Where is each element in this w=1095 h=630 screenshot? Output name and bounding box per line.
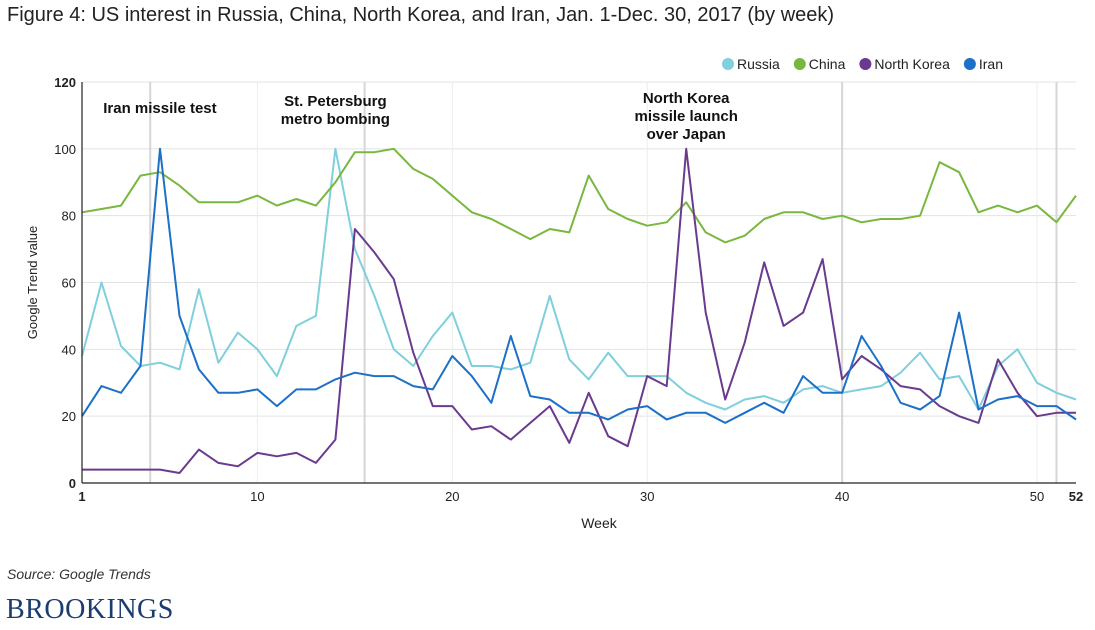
y-tick-label: 60 (62, 276, 76, 291)
x-tick-label: 50 (1030, 489, 1044, 504)
legend-item-russia[interactable]: Russia (722, 56, 780, 72)
y-tick-label: 20 (62, 409, 76, 424)
y-axis-title: Google Trend value (25, 226, 40, 339)
axes: 0 20 40 60 80 100 120 1 10 20 30 40 50 52 Week Google T… (25, 75, 1083, 531)
event-markers (149, 82, 1058, 483)
y-tick-label: 80 (62, 209, 76, 224)
legend-swatch (859, 58, 872, 70)
legend-label: China (809, 56, 846, 72)
chart-title: Figure 4: US interest in Russia, China, … (7, 4, 835, 26)
y-tick-label: 100 (54, 142, 76, 157)
brookings-logo: BROOKINGS (6, 594, 174, 625)
y-tick-label: 120 (54, 75, 76, 90)
legend-label: North Korea (874, 56, 950, 72)
annotations: Iran missile test St. Petersburg metro bom… (103, 90, 738, 143)
x-tick-label: 52 (1069, 489, 1083, 504)
legend[interactable]: Russia China North Korea Iran (722, 56, 1003, 72)
legend-item-iran[interactable]: Iran (963, 56, 1003, 72)
gridlines (82, 81, 1076, 483)
series-line-iran (81, 147, 1077, 424)
x-tick-label: 10 (250, 489, 264, 504)
legend-item-north-korea[interactable]: North Korea (859, 56, 950, 72)
x-tick-label: 20 (445, 489, 459, 504)
series-line-russia (81, 147, 1077, 411)
x-tick-label: 40 (835, 489, 849, 504)
y-tick-label: 40 (62, 342, 76, 357)
x-tick-label: 1 (78, 489, 85, 504)
annotation-label: North Korea missile launch over Japan (635, 90, 738, 143)
y-tick-label: 0 (69, 476, 76, 491)
annotation-label: St. Petersburg metro bombing (281, 93, 390, 128)
series-line-north-korea (82, 147, 1076, 474)
legend-swatch (793, 58, 806, 70)
x-axis-title: Week (581, 515, 618, 531)
series-lines (81, 147, 1077, 474)
source-note: Source: Google Trends (7, 566, 151, 582)
line-chart: Iran missile test St. Petersburg metro bom… (25, 56, 1083, 531)
legend-item-china[interactable]: China (793, 56, 846, 72)
annotation-label: Iran missile test (103, 100, 216, 117)
legend-label: Iran (979, 56, 1003, 72)
legend-swatch (722, 58, 734, 70)
legend-swatch (963, 58, 976, 70)
x-tick-label: 30 (640, 489, 654, 504)
series-line-china (81, 147, 1077, 244)
legend-label: Russia (737, 56, 780, 72)
